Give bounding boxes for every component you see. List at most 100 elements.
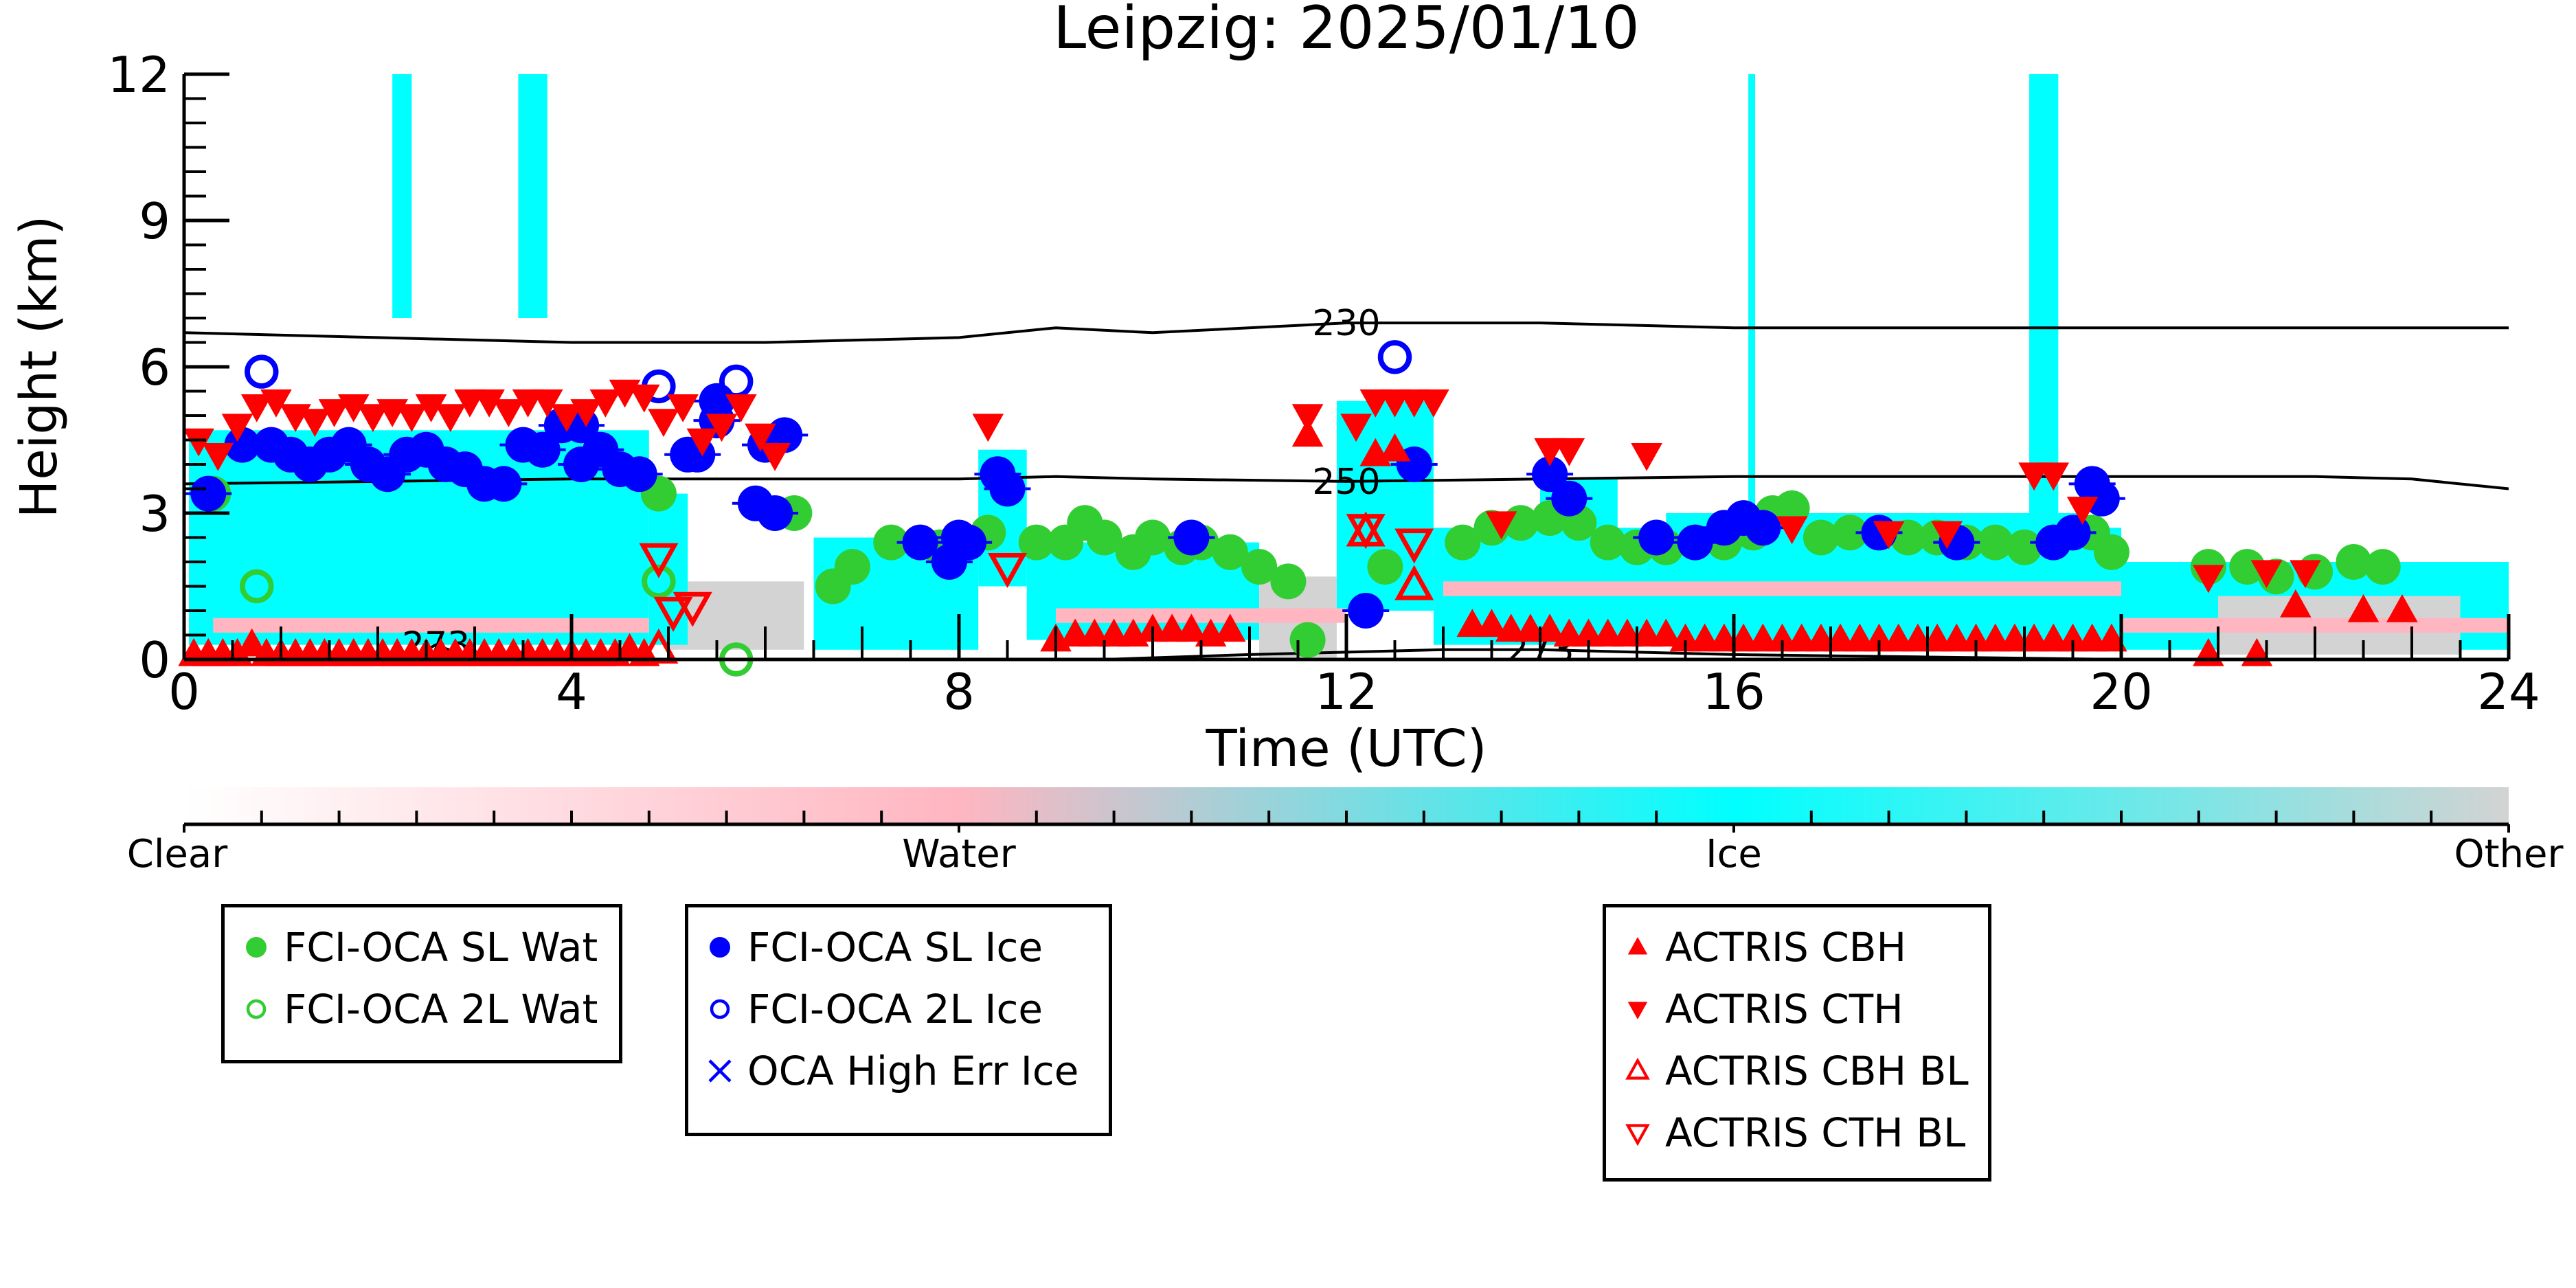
data-point [486,466,522,502]
data-point [686,428,719,457]
data-point [628,384,660,413]
x-tick-label: 16 [1702,663,1765,721]
data-point [1631,443,1662,471]
data-point [1418,389,1449,418]
legend-item: ACTRIS CBH [1623,927,1906,968]
data-point [1289,622,1326,658]
data-point [639,543,679,578]
legend-marker-icon [708,1059,732,1083]
data-point [2347,594,2380,622]
legend-label: ACTRIS CTH BL [1665,1109,1966,1156]
legend-label: ACTRIS CBH [1665,924,1907,971]
data-point [1291,404,1324,432]
colorbar-label-water: Water [902,832,1017,877]
data-point [570,399,602,427]
y-tick-label: 9 [139,192,170,250]
x-tick-label: 20 [2090,663,2153,721]
data-point [1348,593,1384,629]
data-point [1803,519,1839,556]
x-axis-label: Time (UTC) [1205,719,1487,778]
data-point [1553,438,1585,466]
x-tick-label: 4 [556,663,587,721]
series-actris-cth-bl [639,514,1434,632]
data-point [1534,613,1566,642]
data-point [1445,524,1481,561]
data-point [1485,511,1517,540]
data-point [2229,549,2266,585]
data-point [1175,613,1208,642]
legend-label: FCI-OCA SL Ice [747,924,1043,971]
x-tick-label: 24 [2477,663,2540,721]
legend-actris: ACTRIS CBH ACTRIS CTH ACTRIS CBH BL ACTRIS … [1603,904,1991,1182]
data-point [1212,534,1248,570]
legend-item: FCI-OCA SL Ice [705,927,1043,968]
data-point [1214,613,1246,642]
legend-marker-icon [1627,937,1648,955]
data-point [1241,549,1278,585]
legend-item: FCI-OCA SL Wat [241,927,598,968]
data-point [524,431,561,468]
data-point [648,409,679,438]
data-point [642,564,676,599]
x-tick-label: 0 [168,663,200,721]
data-point [1551,480,1588,517]
data-point [1977,524,2013,561]
data-point [224,427,260,463]
data-point [240,569,274,604]
legend-marker-icon [710,937,730,958]
contour-label: 250 [1312,462,1380,503]
data-point [1086,519,1122,556]
data-point [759,443,791,471]
legend-item: ACTRIS CTH BL [1623,1112,1965,1153]
data-point [1638,519,1675,556]
data-point [1873,521,1905,550]
classification-background [189,74,2509,659]
data-point [318,399,350,427]
data-point [357,404,389,432]
data-point [834,549,870,585]
colorbar-label-ice: Ice [1706,832,1762,877]
data-point [757,495,793,531]
data-point [245,354,279,389]
data-point [1018,524,1054,561]
legend-marker-icon [1627,1002,1648,1019]
data-point [1745,510,1781,546]
data-point [972,414,1004,442]
legend-marker-icon [710,999,730,1019]
legend-label: FCI-OCA 2L Wat [284,986,598,1032]
data-point [2055,515,2091,551]
data-point [531,389,563,418]
legend-item: OCA High Err Ice [705,1050,1078,1092]
data-point [1270,563,1307,600]
contour-label: 230 [1312,303,1380,344]
series-fci-oca-2l-ice [245,340,1412,404]
data-point [1173,519,1210,556]
legend-label: ACTRIS CTH [1665,986,1903,1032]
legend-item: FCI-OCA 2L Wat [241,988,598,1030]
data-point [745,423,776,452]
data-point [2083,480,2120,517]
data-point [725,394,757,422]
axis-ticks: 0 3 6 9 12 0 4 8 12 16 20 24 [107,46,2540,721]
data-point [621,456,657,493]
data-point [1379,433,1411,462]
colorbar-label-clear: Clear [127,832,228,877]
data-point [493,399,525,427]
data-point [1832,515,1868,551]
data-point [260,389,292,418]
data-point [190,475,227,512]
data-point [2280,589,2312,618]
legend-ice: FCI-OCA SL Ice FCI-OCA 2L Ice OCA High Err… [685,904,1112,1136]
data-point [1367,549,1403,585]
retrieval-markers [178,340,2418,677]
y-tick-label: 6 [139,339,170,396]
data-point [1346,514,1386,550]
contour-line [184,321,2509,344]
data-point [2364,549,2401,585]
data-point [1677,524,1713,561]
data-point [2007,529,2042,565]
data-point [673,591,712,627]
data-point [989,471,1026,507]
data-point [2386,594,2418,622]
data-point [2037,462,2070,491]
